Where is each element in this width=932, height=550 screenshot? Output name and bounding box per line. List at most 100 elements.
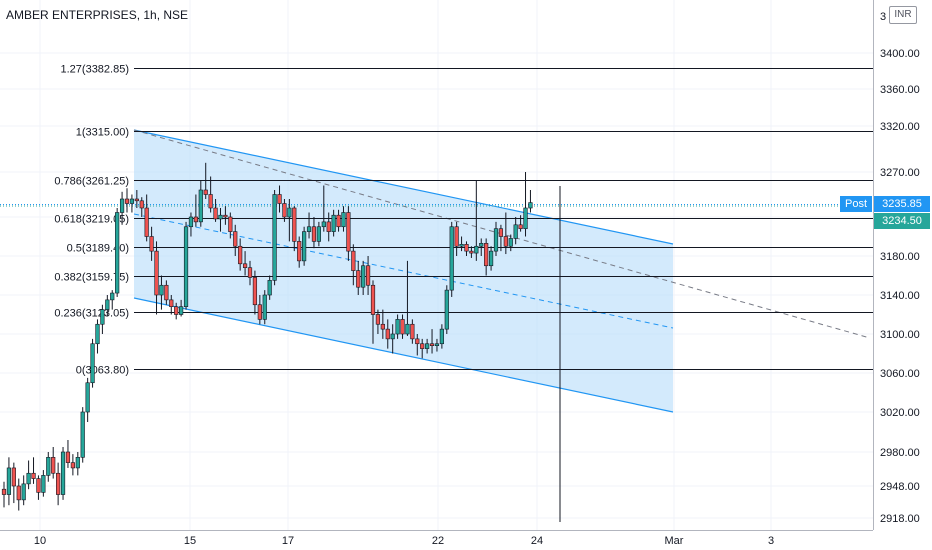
candle (469, 246, 474, 258)
candle-body (297, 241, 302, 262)
candle-body (110, 292, 115, 301)
candle (341, 206, 346, 232)
candle-body (179, 306, 184, 315)
candle-body (326, 221, 331, 232)
candle-body (174, 306, 179, 315)
candle (218, 208, 223, 232)
candle (193, 194, 198, 227)
candle-body (479, 243, 484, 247)
candle (46, 452, 51, 482)
candle-body (242, 263, 248, 268)
candle-body (405, 323, 410, 335)
candle (503, 212, 508, 255)
candle (361, 260, 366, 295)
candle-body (464, 244, 469, 252)
candle-body (400, 319, 405, 335)
candle-body (95, 323, 100, 345)
candle-body (252, 277, 258, 306)
candle-body (267, 280, 272, 296)
symbol-title: AMBER ENTERPRISES, 1h, NSE (6, 8, 189, 22)
candle (474, 181, 479, 261)
candle-body (503, 236, 508, 247)
candle (282, 199, 287, 222)
candle-body (31, 472, 36, 479)
candle-body (528, 202, 533, 209)
candle-body (119, 198, 125, 213)
candle (415, 334, 420, 356)
candle (484, 238, 489, 276)
candle-body (439, 328, 444, 345)
candle (188, 212, 194, 237)
candle-body (65, 451, 71, 463)
candle (105, 295, 110, 317)
candle-body (159, 284, 164, 296)
candle (60, 447, 66, 500)
candle (380, 309, 385, 339)
candle (242, 251, 248, 276)
candle-body (336, 214, 341, 228)
channel-mid-line (133, 213, 674, 329)
candle-body (361, 265, 366, 288)
candle (208, 176, 213, 213)
currency-button[interactable]: INR (889, 6, 917, 24)
candle-body (518, 224, 523, 230)
candle-body (11, 467, 16, 487)
candle (356, 260, 361, 295)
candle (375, 309, 381, 334)
candle (90, 338, 95, 388)
candle (528, 190, 533, 213)
candle-body (198, 189, 203, 223)
candle-body (188, 216, 194, 228)
candle-body (26, 472, 31, 485)
candle-body (56, 472, 61, 495)
candle (390, 324, 395, 354)
candle-body (346, 212, 351, 252)
candle (321, 185, 326, 232)
candle (134, 190, 139, 208)
candle-body (302, 231, 307, 262)
candle (16, 478, 21, 511)
candle (124, 188, 130, 213)
candle (493, 221, 499, 256)
candle (115, 208, 120, 297)
candle-body (169, 299, 174, 307)
price-axis[interactable]: 3400.003360.003320.003270.003220.003180.… (873, 0, 932, 550)
candle (174, 302, 179, 320)
candle (154, 241, 159, 315)
candle-body (272, 194, 277, 281)
candle (365, 256, 371, 295)
time-axis[interactable]: 10 15 17 22 24 Mar 3 (0, 530, 873, 550)
time-tick-label: 3 (768, 535, 774, 547)
candle (346, 206, 351, 261)
candle (311, 217, 317, 249)
candle-body (105, 299, 110, 310)
candlestick-series (1, 162, 561, 522)
candle-body (60, 451, 66, 495)
candle (36, 475, 41, 500)
candle-body (434, 343, 440, 346)
channel-lower-line (133, 297, 674, 413)
candle-body (351, 250, 356, 271)
candle (213, 199, 218, 222)
candle-body (415, 338, 420, 345)
candle (1, 481, 7, 508)
fib-level-label: 0.236(3123.05) (54, 308, 129, 320)
price-tick-label: 2980.00 (880, 447, 920, 459)
candle-body (523, 207, 528, 230)
candle-body (233, 231, 238, 247)
candle-body (420, 343, 425, 349)
candle (267, 275, 272, 300)
candle (179, 299, 184, 317)
candle (395, 314, 400, 339)
candle (331, 209, 336, 237)
price-tick-label-top: 3 (880, 11, 886, 23)
candle-body (513, 224, 518, 239)
candle-body (380, 323, 385, 330)
post-price-tag: 3235.85 (874, 196, 930, 212)
candle (252, 270, 258, 315)
last-price-tag: 3234.50 (874, 213, 930, 229)
candle (306, 212, 312, 239)
candle (488, 246, 494, 271)
candle-body (16, 485, 21, 501)
